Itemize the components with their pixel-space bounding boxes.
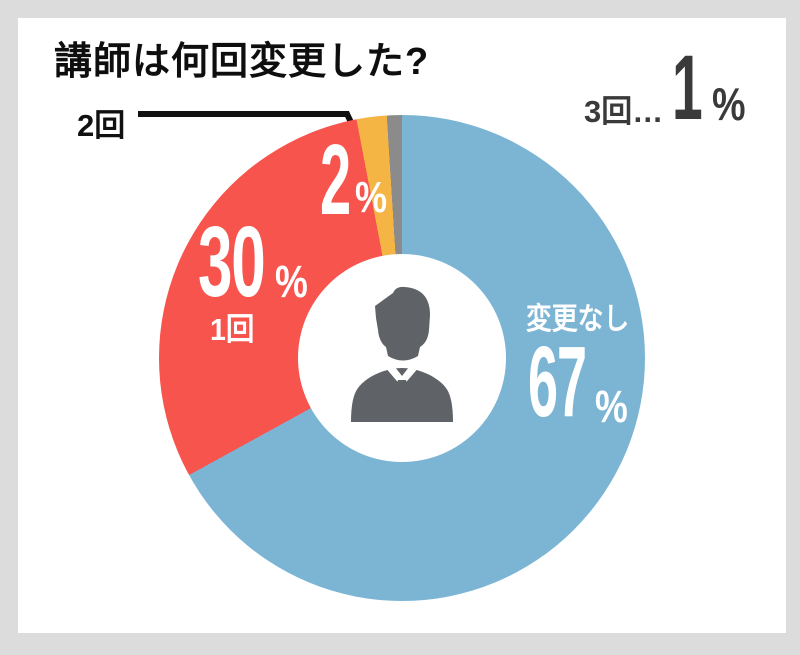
slice-unit-one-time: % xyxy=(275,256,308,307)
slice-label-no-change: 変更なし xyxy=(526,303,630,336)
slice-label-three-times: 3回… xyxy=(584,94,664,129)
chart-title: 講師は何回変更した? xyxy=(54,41,430,83)
callout-2kai-label: 2回 xyxy=(77,108,126,143)
donut-center xyxy=(298,254,506,462)
slice-value-one-time: 30 xyxy=(198,206,266,318)
slice-label-one-time: 1回 xyxy=(210,312,255,347)
slice-unit-two-times: % xyxy=(355,173,388,222)
slice-value-three-times: 1 xyxy=(672,37,703,139)
slice-unit-no-change: % xyxy=(595,381,628,432)
slice-value-two-times: 2 xyxy=(320,124,351,236)
businessman-icon xyxy=(351,286,453,422)
slice-value-no-change: 67 xyxy=(528,326,587,438)
slice-unit-three-times: % xyxy=(712,78,746,130)
donut-chart xyxy=(159,115,645,601)
